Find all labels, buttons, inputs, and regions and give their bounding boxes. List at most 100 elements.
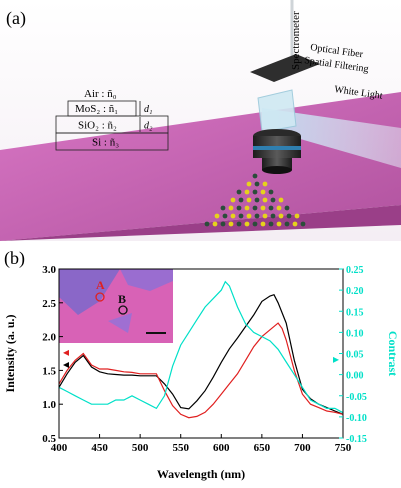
flake-atom bbox=[284, 221, 290, 227]
panel-b-chart: (b) A B 400 450 500 550 600 650 700 750 0.5 1.0 1.… bbox=[0, 241, 401, 483]
y-tick-label: 0.5 bbox=[42, 433, 56, 445]
inset-flake-top bbox=[120, 269, 173, 291]
y-axis-label: Intensity (a. u.) bbox=[3, 314, 17, 392]
d1-label: d₁ bbox=[144, 104, 152, 115]
flake-atom bbox=[300, 221, 306, 227]
flake-atom bbox=[270, 197, 276, 203]
flake-atom bbox=[254, 197, 260, 203]
flake-atom bbox=[236, 205, 242, 211]
red-axis-arrow bbox=[63, 349, 69, 356]
flake-atom bbox=[246, 197, 252, 203]
series-line-0 bbox=[58, 293, 344, 415]
optical-inset: A B bbox=[59, 269, 173, 343]
flake-atom bbox=[252, 221, 258, 227]
flake-atom bbox=[246, 181, 252, 187]
flake-atom bbox=[276, 205, 282, 211]
flake-atom bbox=[268, 189, 274, 195]
y2-tick-label: -0.10 bbox=[346, 413, 367, 424]
black-axis-arrow bbox=[63, 361, 69, 368]
spatial-filter-plate bbox=[250, 54, 320, 82]
inset-flake-large bbox=[59, 269, 120, 315]
x-tick-label: 600 bbox=[213, 442, 230, 454]
flake-atom bbox=[214, 213, 220, 219]
d2-label: d₂ bbox=[144, 121, 153, 132]
inset-marker-b-label: B bbox=[118, 292, 126, 306]
y2-axis-label: Contrast bbox=[386, 331, 400, 376]
inset-marker-a-label: A bbox=[96, 278, 105, 292]
panel-b-label: (b) bbox=[4, 248, 25, 269]
flake-atom bbox=[278, 197, 284, 203]
beam-splitter bbox=[257, 89, 297, 133]
flake-atom bbox=[222, 213, 228, 219]
flake-atom bbox=[260, 205, 266, 211]
x-tick-label: 750 bbox=[335, 442, 352, 454]
y2-tick-label: 0.15 bbox=[346, 307, 364, 318]
x-tick-label: 550 bbox=[172, 442, 189, 454]
flake-atom bbox=[270, 213, 276, 219]
flake-atom bbox=[292, 221, 298, 227]
flake-atom bbox=[278, 213, 284, 219]
y-tick-label: 3.0 bbox=[42, 264, 56, 276]
flake-atom bbox=[286, 213, 292, 219]
cyan-axis-arrow bbox=[333, 356, 339, 363]
flake-atom bbox=[252, 173, 258, 179]
flake-atom bbox=[262, 181, 268, 187]
flake-atom bbox=[230, 213, 236, 219]
flake-atom bbox=[230, 197, 236, 203]
flake-atom bbox=[260, 221, 266, 227]
flake-atom bbox=[238, 197, 244, 203]
panel-a-svg: Air : ñ₀ MoS₂ : ñ₁ SiO₂ : ñ₂ Si : ñ₃… bbox=[0, 0, 401, 241]
panel-a-illustration: Air : ñ₀ MoS₂ : ñ₁ SiO₂ : ñ₂ Si : ñ₃… bbox=[0, 0, 401, 241]
series-line-2 bbox=[58, 280, 344, 414]
flake-atom bbox=[276, 221, 282, 227]
x-tick-label: 400 bbox=[51, 442, 68, 454]
y2-tick-label: 0.05 bbox=[346, 350, 364, 361]
y-tick-label: 1.0 bbox=[42, 399, 56, 411]
flake-atom bbox=[254, 181, 260, 187]
flake-atom bbox=[260, 189, 266, 195]
chart-layer bbox=[58, 280, 344, 419]
y2-tick-label: 0.25 bbox=[346, 265, 364, 276]
spectrum-chart: (b) A B 400 450 500 550 600 650 700 750 0.5 1.0 1.… bbox=[3, 248, 400, 481]
flake-atom bbox=[204, 221, 210, 227]
x-tick-label: 700 bbox=[294, 442, 311, 454]
inset-flake-small bbox=[108, 313, 132, 333]
flake-atom bbox=[212, 221, 218, 227]
inset-marker-a bbox=[95, 292, 105, 302]
flake-atom bbox=[254, 213, 260, 219]
flake-atom bbox=[238, 213, 244, 219]
flake-atom bbox=[220, 205, 226, 211]
inset-marker-b bbox=[118, 305, 128, 315]
objective-ring bbox=[253, 146, 301, 150]
y2-tick-label: 0.10 bbox=[346, 328, 364, 339]
y-tick-label: 1.5 bbox=[42, 365, 56, 377]
objective-tip bbox=[262, 166, 292, 174]
flake-atom bbox=[262, 197, 268, 203]
si-label: Si : ñ₃ bbox=[92, 137, 119, 149]
flake-atom bbox=[252, 205, 258, 211]
flake-atom bbox=[236, 189, 242, 195]
flake-atom bbox=[236, 221, 242, 227]
flake-atom bbox=[284, 205, 290, 211]
x-tick-label: 450 bbox=[91, 442, 108, 454]
panel-a-label: (a) bbox=[6, 8, 26, 29]
flake-atom bbox=[244, 189, 250, 195]
y-tick-label: 2.5 bbox=[42, 298, 56, 310]
mos2-label: MoS₂ : ñ₁ bbox=[75, 103, 118, 115]
flake-atom bbox=[252, 189, 258, 195]
y2-tick-label: -0.05 bbox=[346, 392, 367, 403]
layer-stack-diagram: Air : ñ₀ MoS₂ : ñ₁ SiO₂ : ñ₂ Si : ñ₃… bbox=[55, 88, 169, 151]
flake-atom bbox=[220, 221, 226, 227]
flake-atom bbox=[268, 205, 274, 211]
mos2-flake bbox=[204, 173, 306, 227]
white-light-beam bbox=[262, 108, 401, 168]
air-label: Air : ñ₀ bbox=[84, 88, 117, 100]
flake-atom bbox=[244, 205, 250, 211]
flake-atom bbox=[294, 213, 300, 219]
si-layer-box bbox=[55, 132, 169, 151]
spectrometer-label: Spectrometer bbox=[290, 11, 302, 70]
axes-layer: 400 450 500 550 600 650 700 750 0.5 1.0 1.5 2.0 2.5 3… bbox=[3, 264, 400, 481]
y2-tick-label: 0.20 bbox=[346, 286, 364, 297]
flake-atom bbox=[228, 221, 234, 227]
y2-tick-label: -0.15 bbox=[346, 434, 367, 445]
